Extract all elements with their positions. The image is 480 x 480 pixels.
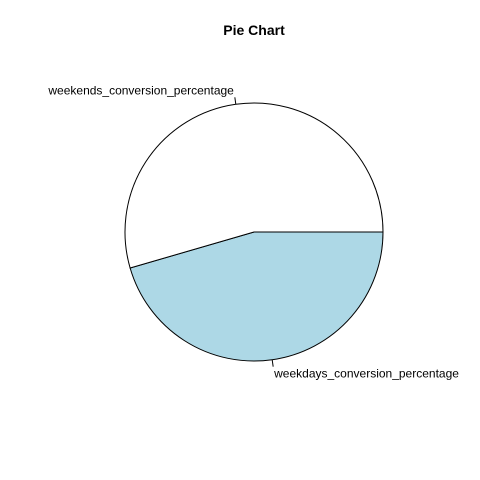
- pie-slice-label: weekends_conversion_percentage: [47, 83, 234, 97]
- pie-label-tick: [234, 97, 237, 105]
- chart-title: Pie Chart: [223, 22, 285, 38]
- pie-label-tick: [271, 359, 274, 367]
- pie-slice-weekdays-conversion-percentage: [129, 231, 384, 362]
- pie-slice-label: weekdays_conversion_percentage: [273, 367, 459, 381]
- pie-slices: [124, 102, 384, 362]
- pie-slice-weekends-conversion-percentage: [124, 102, 384, 269]
- pie-labels: weekdays_conversion_percentage weekends_c…: [47, 83, 459, 380]
